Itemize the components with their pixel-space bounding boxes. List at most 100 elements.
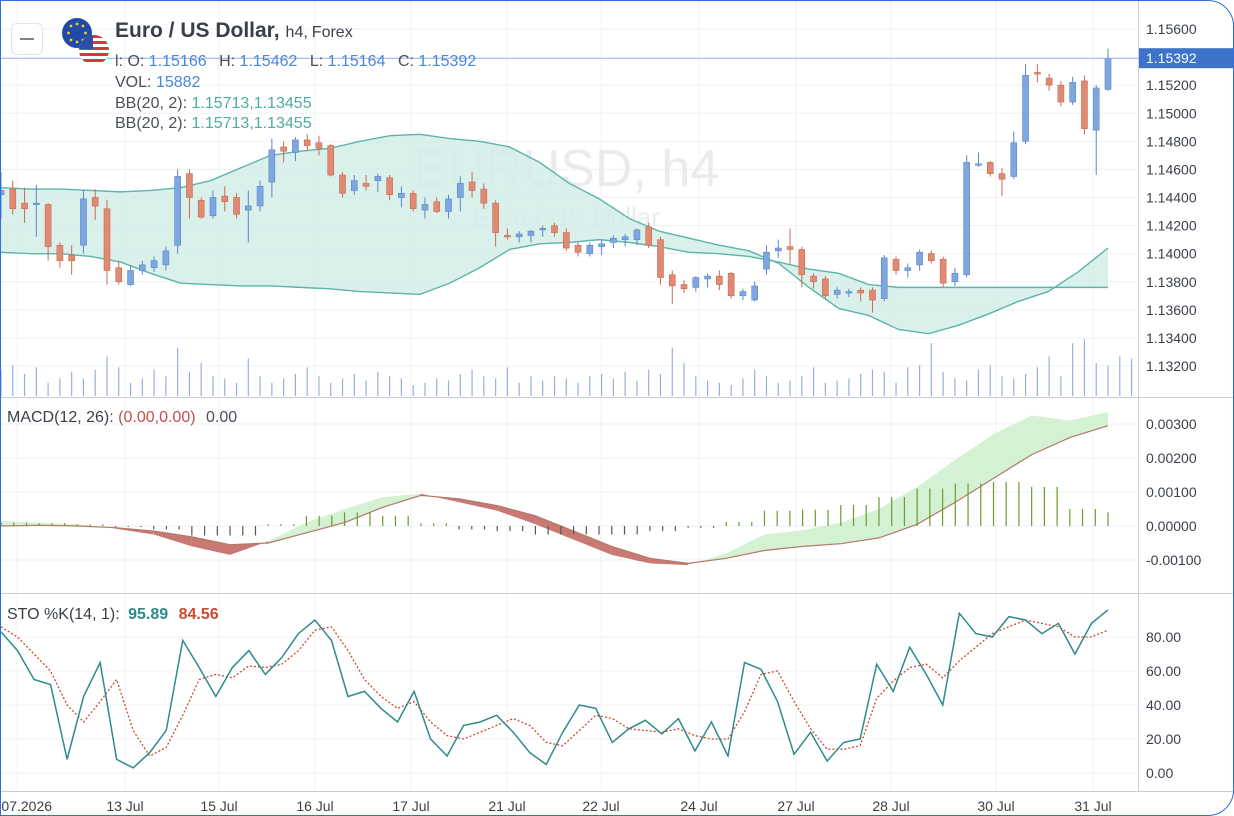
candle-body	[916, 251, 923, 266]
candle-body	[150, 260, 158, 269]
candle-body	[739, 291, 747, 297]
macd-legend: MACD(12, 26): (0.00,0.00) 0.00	[7, 409, 237, 427]
candle-body	[186, 173, 193, 198]
price-tick-label: 0.00300	[1146, 416, 1197, 432]
candle-body	[586, 244, 594, 254]
price-tick-label: 1.14600	[1146, 161, 1197, 177]
macd-fill-segment	[268, 522, 307, 543]
candle-body	[704, 275, 711, 280]
volume-bars	[1, 338, 1133, 396]
candle-body	[880, 257, 888, 299]
macd-values: (0.00,0.00)	[118, 409, 196, 426]
sto-d-line	[1, 619, 1109, 757]
candle-body	[633, 229, 641, 240]
macd-fill-segment	[1, 520, 40, 526]
candle-body	[174, 176, 181, 246]
macd-fill-segment	[611, 546, 650, 564]
candle-body	[928, 253, 935, 261]
candle-body	[504, 235, 511, 238]
candle-body	[798, 249, 806, 276]
candle-body	[598, 243, 605, 247]
candle-body	[268, 149, 276, 183]
candle-body	[1045, 77, 1053, 86]
candle-body	[139, 264, 146, 271]
price-tick-label: 0.00200	[1146, 450, 1197, 466]
candle-body	[716, 275, 723, 285]
candle-body	[9, 188, 17, 210]
candle-body	[963, 162, 970, 276]
macd-fill-segment	[191, 536, 231, 555]
stochastic-plot	[1, 609, 1109, 769]
collapse-button[interactable]	[11, 23, 43, 55]
price-tick-label: 1.13400	[1146, 330, 1197, 346]
candle-body	[892, 258, 900, 271]
candle-body	[645, 226, 653, 246]
time-tick-label: 17 Jul	[392, 798, 429, 814]
candle-body	[303, 139, 311, 146]
price-tick-label: 1.14200	[1146, 218, 1197, 234]
candle-body	[657, 239, 664, 278]
price-tick-label: 1.15200	[1146, 77, 1197, 93]
bollinger-upper-line	[1, 133, 1109, 335]
candle-body	[975, 163, 982, 166]
candle-body	[350, 180, 358, 191]
candle-body	[1092, 87, 1100, 131]
candle-body	[374, 176, 382, 181]
macd-fill-segment	[955, 434, 994, 503]
candle-body	[539, 228, 547, 231]
time-tick-label: 30 Jul	[977, 798, 1014, 814]
time-tick-label: 10.07.2026	[1, 798, 52, 814]
candle-body	[551, 225, 558, 233]
candle-body	[822, 278, 829, 297]
time-tick-label: 21 Jul	[488, 798, 525, 814]
time-axis: 10.07.2026 13 Jul 15 Jul 16 Jul 17 Jul 21 Jul…	[1, 798, 1112, 814]
candle-body	[327, 145, 335, 176]
candle-body	[339, 174, 346, 194]
time-tick-label: 13 Jul	[106, 798, 143, 814]
price-tick-label: 60.00	[1146, 663, 1181, 679]
candle-body	[33, 202, 40, 205]
candle-body	[44, 204, 52, 247]
candle-body	[751, 285, 759, 301]
macd-fill-segment	[497, 505, 536, 525]
candle-body	[468, 181, 476, 191]
candle-body	[562, 232, 570, 249]
macd-fill-segment	[802, 522, 841, 547]
macd-signal-line	[1, 425, 1109, 565]
price-tick-label: -0.00100	[1146, 552, 1201, 568]
price-tick-label: 1.14800	[1146, 133, 1197, 149]
candle-body	[610, 237, 617, 243]
candle-body	[869, 289, 876, 301]
candle-body	[433, 201, 441, 212]
price-tick-label: 0.00000	[1146, 518, 1197, 534]
candle-body	[280, 146, 287, 152]
candle-body	[421, 204, 429, 211]
candle-body	[233, 197, 240, 215]
candle-body	[833, 289, 841, 295]
price-tick-label: 1.15600	[1146, 21, 1197, 37]
candle-body	[56, 244, 64, 261]
price-tick-label: 0.00	[1146, 765, 1173, 781]
price-tick-label: 1.15000	[1146, 105, 1197, 121]
price-axis: 1.15600 1.15200 1.15000 1.14800 1.14600 1.144…	[1139, 21, 1233, 781]
candle-body	[774, 247, 782, 252]
candle-body	[315, 142, 323, 149]
price-tick-label: 1.14400	[1146, 190, 1197, 206]
candle-body	[574, 244, 582, 253]
candle-body	[292, 139, 299, 153]
candle-body	[692, 277, 700, 288]
candle-body	[256, 185, 264, 207]
macd-fill-segment	[344, 497, 383, 523]
candle-body	[103, 208, 111, 271]
grid-lines	[1, 1, 1233, 792]
macd-fill-segment	[1031, 415, 1070, 455]
macd-fill-segment	[306, 509, 345, 533]
candle-body	[951, 273, 959, 283]
macd-hist-value: 0.00	[206, 409, 238, 426]
macd-fill-segment	[764, 530, 803, 551]
candle-body	[127, 270, 134, 285]
candle-body	[245, 205, 252, 211]
candle-body	[904, 267, 912, 271]
